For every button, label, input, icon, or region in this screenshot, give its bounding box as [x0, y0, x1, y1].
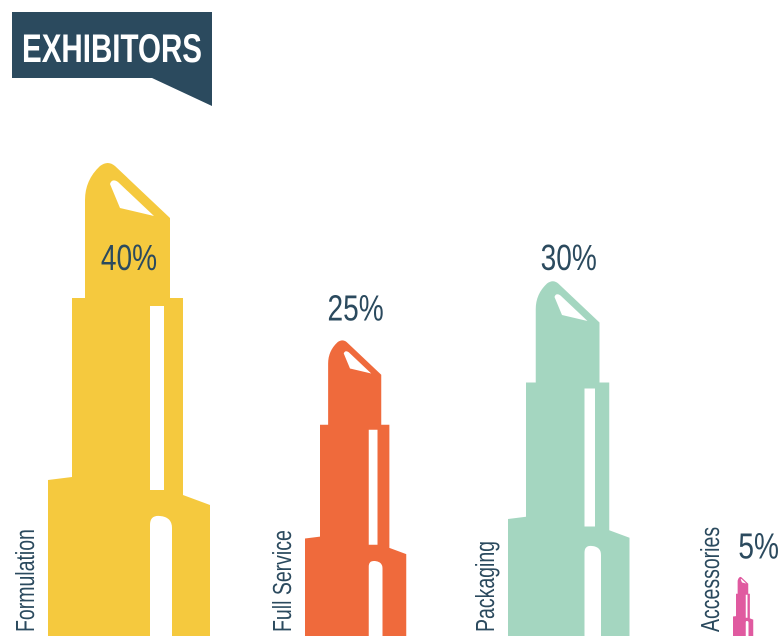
lipstick-body [48, 163, 210, 636]
lipstick-body [733, 576, 754, 636]
lipstick-highlight [554, 294, 601, 636]
value-label: 5% [738, 526, 779, 566]
lipstick-highlight [740, 579, 749, 636]
lipstick [48, 163, 210, 636]
category-label: Formulation [10, 529, 39, 632]
lipstick [305, 340, 407, 636]
value-label: 40% [101, 238, 157, 278]
lipstick-body [305, 340, 407, 636]
lipstick-body [508, 281, 630, 636]
lipstick-highlight [343, 351, 383, 636]
lipstick [733, 576, 754, 636]
value-label: 30% [541, 238, 597, 278]
lipstick [508, 281, 630, 636]
chart-title: EXHIBITORS [22, 27, 202, 71]
category-label: Packaging [470, 541, 499, 632]
lipstick-highlight [110, 180, 172, 636]
title-banner: EXHIBITORS [12, 12, 212, 106]
category-label: Accessories [695, 527, 724, 632]
value-label: 25% [328, 288, 384, 328]
category-label: Full Service [267, 530, 296, 632]
banner-shape [12, 12, 212, 106]
